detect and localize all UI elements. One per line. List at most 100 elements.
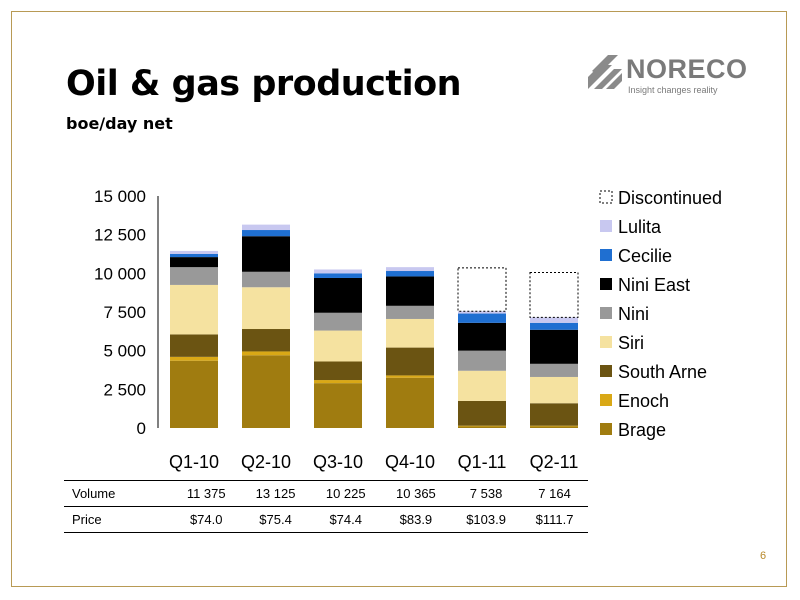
bar-segment-nini bbox=[170, 267, 218, 285]
bar-segment-enoch bbox=[314, 380, 362, 384]
production-chart: 0 2 500 5 000 7 500 10 000 12 500 15 000 Q1-10 Q… bbox=[94, 187, 722, 472]
legend-label: Cecilie bbox=[618, 246, 672, 266]
slide-title: Oil & gas production bbox=[66, 64, 462, 104]
noreco-logo: NORECO Insight changes reality bbox=[588, 54, 758, 99]
logo-tagline: Insight changes reality bbox=[628, 85, 718, 95]
y-tick-label: 2 500 bbox=[103, 380, 146, 399]
legend-label: Nini East bbox=[618, 275, 690, 295]
bar-segment-cecilie bbox=[458, 313, 506, 323]
slide-subtitle: boe/day net bbox=[66, 114, 173, 133]
x-tick-label: Q1-10 bbox=[169, 452, 219, 472]
bar-segment-enoch bbox=[530, 425, 578, 427]
x-tick-label: Q4-10 bbox=[385, 452, 435, 472]
x-tick-label: Q1-11 bbox=[458, 452, 507, 472]
legend-label: Lulita bbox=[618, 217, 662, 237]
bar-segment-enoch bbox=[386, 375, 434, 378]
table-row-volume: Volume 11 375 13 125 10 225 10 365 7 538… bbox=[64, 480, 588, 507]
legend-label: Discontinued bbox=[618, 188, 722, 208]
table-row-price: Price $74.0 $75.4 $74.4 $83.9 $103.9 $11… bbox=[64, 506, 588, 533]
bar-segment-brage bbox=[314, 383, 362, 428]
x-tick-label: Q3-10 bbox=[313, 452, 363, 472]
bar-segment-nini-east bbox=[458, 322, 506, 351]
bar-segment-brage bbox=[530, 426, 578, 428]
bar-segment-discontinued bbox=[457, 267, 507, 312]
y-tick-label: 5 000 bbox=[103, 342, 146, 361]
legend-swatch-nini-east bbox=[600, 278, 612, 290]
x-tick-label: Q2-11 bbox=[530, 452, 579, 472]
bar-segment-siri bbox=[458, 370, 506, 401]
y-tick-label: 10 000 bbox=[94, 264, 146, 283]
bar-segment-nini bbox=[530, 363, 578, 377]
row-label: Volume bbox=[64, 480, 172, 507]
legend-label: Nini bbox=[618, 304, 649, 324]
bar-segment-nini bbox=[458, 350, 506, 371]
legend-swatch-lulita bbox=[600, 220, 612, 232]
bar-segment-cecilie bbox=[170, 254, 218, 258]
table-cell: 10 225 bbox=[310, 480, 381, 507]
y-tick-label: 15 000 bbox=[94, 187, 146, 206]
table-cell: $83.9 bbox=[380, 506, 451, 533]
y-tick-label: 7 500 bbox=[103, 303, 146, 322]
legend-swatch-brage bbox=[600, 423, 612, 435]
bar-segment-nini-east bbox=[314, 277, 362, 313]
table-cell: $103.9 bbox=[450, 506, 522, 533]
bar-segment-south-arne bbox=[530, 403, 578, 426]
bar-segment-siri bbox=[530, 376, 578, 404]
y-tick-label: 0 bbox=[137, 419, 146, 438]
table-cell: 11 375 bbox=[172, 480, 241, 507]
bar-segment-nini-east bbox=[386, 276, 434, 306]
summary-table: Volume 11 375 13 125 10 225 10 365 7 538… bbox=[64, 480, 588, 533]
bar-segment-cecilie bbox=[386, 271, 434, 277]
row-label: Price bbox=[64, 506, 172, 533]
bar-segment-enoch bbox=[242, 351, 290, 356]
table-cell: 13 125 bbox=[240, 480, 311, 507]
bar-segment-lulita bbox=[386, 267, 434, 272]
bar-segment-nini bbox=[386, 305, 434, 319]
legend-label: Enoch bbox=[618, 391, 669, 411]
bar-segment-south-arne bbox=[458, 400, 506, 426]
bar-segment-lulita bbox=[530, 317, 578, 323]
bar-segment-brage bbox=[170, 360, 218, 428]
noreco-stripes-icon bbox=[588, 55, 622, 89]
bar-segment-lulita bbox=[242, 224, 290, 231]
slide-frame bbox=[11, 11, 787, 587]
legend-swatch-enoch bbox=[600, 394, 612, 406]
bar-segment-siri bbox=[314, 330, 362, 362]
bar-segment-cecilie bbox=[242, 230, 290, 237]
bar-segment-nini-east bbox=[170, 257, 218, 268]
bar-segment-lulita bbox=[314, 269, 362, 274]
bar-segment-brage bbox=[458, 426, 506, 428]
bar-segment-discontinued bbox=[529, 272, 579, 318]
x-tick-label: Q2-10 bbox=[241, 452, 291, 472]
bar-segment-south-arne bbox=[386, 347, 434, 376]
bar-segment-siri bbox=[386, 318, 434, 348]
table-cell: $74.4 bbox=[310, 506, 381, 533]
bar-segment-enoch bbox=[170, 356, 218, 361]
legend-label: South Arne bbox=[618, 362, 707, 382]
bar-segment-enoch bbox=[458, 425, 506, 427]
bar-segment-cecilie bbox=[530, 322, 578, 330]
bar-segment-south-arne bbox=[314, 361, 362, 381]
bar-segment-siri bbox=[170, 284, 218, 335]
bar-segment-nini-east bbox=[242, 236, 290, 272]
logo-name: NORECO bbox=[626, 54, 748, 84]
bar-segment-lulita bbox=[170, 250, 218, 254]
bar-segment-cecilie bbox=[314, 273, 362, 278]
legend-swatch-cecilie bbox=[600, 249, 612, 261]
bar-segment-nini-east bbox=[530, 329, 578, 364]
bar-segment-brage bbox=[242, 355, 290, 428]
legend-swatch-south-arne bbox=[600, 365, 612, 377]
table-cell: $111.7 bbox=[521, 506, 588, 533]
page-number: 6 bbox=[760, 550, 767, 562]
table-cell: 7 164 bbox=[521, 480, 588, 507]
bar-segment-brage bbox=[386, 377, 434, 428]
y-tick-label: 12 500 bbox=[94, 226, 146, 245]
bar-segment-south-arne bbox=[170, 334, 218, 357]
table-cell: $75.4 bbox=[240, 506, 311, 533]
legend-swatch-discontinued bbox=[599, 190, 613, 204]
bar-segment-south-arne bbox=[242, 329, 290, 352]
table-cell: $74.0 bbox=[172, 506, 241, 533]
legend-label: Brage bbox=[618, 420, 666, 440]
bar-segment-siri bbox=[242, 287, 290, 330]
table-cell: 7 538 bbox=[450, 480, 522, 507]
